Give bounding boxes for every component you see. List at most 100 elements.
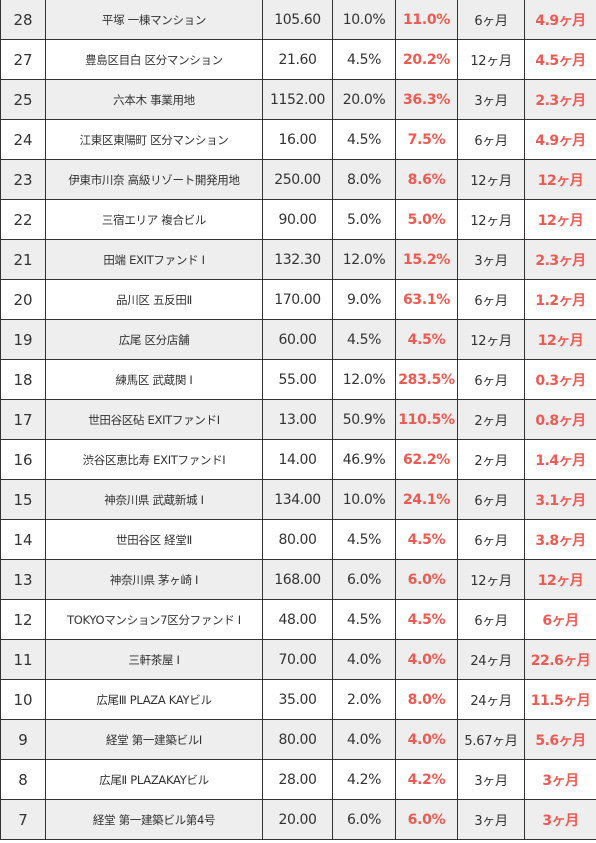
actual-term-cell: 12ヶ月 bbox=[524, 319, 596, 360]
fund-name-cell: 経堂 第一建築ビルⅠ bbox=[45, 719, 263, 760]
actual-yield-cell: 4.0% bbox=[395, 639, 458, 680]
fund-name-cell: 平塚 一棟マンション bbox=[45, 0, 263, 40]
fund-number-cell: 24 bbox=[0, 119, 46, 160]
planned-term-cell: 6ヶ月 bbox=[457, 519, 525, 560]
planned-yield-cell: 8.0% bbox=[332, 159, 396, 200]
planned-yield-cell: 10.0% bbox=[332, 0, 396, 40]
planned-yield-cell: 5.0% bbox=[332, 199, 396, 240]
planned-term-cell: 6ヶ月 bbox=[457, 279, 525, 320]
fund-amount-cell: 21.60 bbox=[262, 39, 333, 80]
fund-amount-cell: 1152.00 bbox=[262, 79, 333, 120]
actual-yield-cell: 4.5% bbox=[395, 319, 458, 360]
fund-amount-cell: 55.00 bbox=[262, 359, 333, 400]
table-row: 20 品川区 五反田Ⅱ 170.00 9.0% 63.1% 6ヶ月 1.2ヶ月 bbox=[0, 279, 596, 320]
table-row: 23 伊東市川奈 高級リゾート開発用地 250.00 8.0% 8.6% 12ヶ月 12ヶ月 bbox=[0, 159, 596, 200]
actual-yield-cell: 4.2% bbox=[395, 759, 458, 800]
actual-term-cell: 12ヶ月 bbox=[524, 559, 596, 600]
actual-term-cell: 5.6ヶ月 bbox=[524, 719, 596, 760]
fund-number-cell: 8 bbox=[0, 759, 46, 800]
fund-name-cell: 神奈川県 茅ヶ崎 Ⅰ bbox=[45, 559, 263, 600]
fund-amount-cell: 14.00 bbox=[262, 439, 333, 480]
fund-name-cell: 広尾Ⅱ PLAZAKAYビル bbox=[45, 759, 263, 800]
actual-yield-cell: 20.2% bbox=[395, 39, 458, 80]
fund-amount-cell: 13.00 bbox=[262, 399, 333, 440]
fund-amount-cell: 20.00 bbox=[262, 799, 333, 840]
fund-number-cell: 10 bbox=[0, 679, 46, 720]
table-row: 19 広尾 区分店舗 60.00 4.5% 4.5% 12ヶ月 12ヶ月 bbox=[0, 319, 596, 360]
table-row: 17 世田谷区砧 EXITファンドⅠ 13.00 50.9% 110.5% 2ヶ月 0.8ヶ… bbox=[0, 399, 596, 440]
fund-name-cell: 豊島区目白 区分マンション bbox=[45, 39, 263, 80]
actual-yield-cell: 8.6% bbox=[395, 159, 458, 200]
fund-name-cell: 三軒茶屋 Ⅰ bbox=[45, 639, 263, 680]
planned-yield-cell: 20.0% bbox=[332, 79, 396, 120]
actual-yield-cell: 7.5% bbox=[395, 119, 458, 160]
fund-name-cell: 三宿エリア 複合ビル bbox=[45, 199, 263, 240]
actual-yield-cell: 110.5% bbox=[395, 399, 458, 440]
fund-number-cell: 19 bbox=[0, 319, 46, 360]
actual-term-cell: 4.9ヶ月 bbox=[524, 119, 596, 160]
actual-yield-cell: 11.0% bbox=[395, 0, 458, 40]
planned-yield-cell: 4.5% bbox=[332, 39, 396, 80]
table-row: 12 TOKYOマンション7区分ファンド Ⅰ 48.00 4.5% 4.5% 6ヶ月 6ヶ月 bbox=[0, 599, 596, 640]
fund-number-cell: 14 bbox=[0, 519, 46, 560]
planned-term-cell: 3ヶ月 bbox=[457, 799, 525, 840]
fund-name-cell: TOKYOマンション7区分ファンド Ⅰ bbox=[45, 599, 263, 640]
planned-yield-cell: 4.0% bbox=[332, 639, 396, 680]
planned-yield-cell: 10.0% bbox=[332, 479, 396, 520]
actual-term-cell: 12ヶ月 bbox=[524, 199, 596, 240]
planned-term-cell: 12ヶ月 bbox=[457, 559, 525, 600]
fund-number-cell: 27 bbox=[0, 39, 46, 80]
table-row: 24 江東区東陽町 区分マンション 16.00 4.5% 7.5% 6ヶ月 4.9ヶ月 bbox=[0, 119, 596, 160]
actual-yield-cell: 283.5% bbox=[395, 359, 458, 400]
planned-term-cell: 3ヶ月 bbox=[457, 79, 525, 120]
planned-term-cell: 2ヶ月 bbox=[457, 399, 525, 440]
table-row: 25 六本木 事業用地 1152.00 20.0% 36.3% 3ヶ月 2.3ヶ月 bbox=[0, 79, 596, 120]
actual-yield-cell: 15.2% bbox=[395, 239, 458, 280]
fund-number-cell: 7 bbox=[0, 799, 46, 840]
actual-yield-cell: 6.0% bbox=[395, 559, 458, 600]
planned-yield-cell: 6.0% bbox=[332, 559, 396, 600]
table-row: 10 広尾Ⅲ PLAZA KAYビル 35.00 2.0% 8.0% 24ヶ月 11.5ヶ月 bbox=[0, 679, 596, 720]
planned-yield-cell: 2.0% bbox=[332, 679, 396, 720]
actual-yield-cell: 63.1% bbox=[395, 279, 458, 320]
fund-number-cell: 21 bbox=[0, 239, 46, 280]
planned-yield-cell: 46.9% bbox=[332, 439, 396, 480]
fund-number-cell: 16 bbox=[0, 439, 46, 480]
actual-yield-cell: 6.0% bbox=[395, 799, 458, 840]
planned-yield-cell: 4.5% bbox=[332, 319, 396, 360]
actual-term-cell: 0.3ヶ月 bbox=[524, 359, 596, 400]
planned-yield-cell: 12.0% bbox=[332, 359, 396, 400]
table-row: 13 神奈川県 茅ヶ崎 Ⅰ 168.00 6.0% 6.0% 12ヶ月 12ヶ月 bbox=[0, 559, 596, 600]
fund-amount-cell: 35.00 bbox=[262, 679, 333, 720]
fund-name-cell: 渋谷区恵比寿 EXITファンドⅠ bbox=[45, 439, 263, 480]
actual-term-cell: 2.3ヶ月 bbox=[524, 239, 596, 280]
table-row: 9 経堂 第一建築ビルⅠ 80.00 4.0% 4.0% 5.67ヶ月 5.6ヶ月 bbox=[0, 719, 596, 760]
actual-yield-cell: 8.0% bbox=[395, 679, 458, 720]
planned-term-cell: 12ヶ月 bbox=[457, 199, 525, 240]
fund-amount-cell: 28.00 bbox=[262, 759, 333, 800]
planned-yield-cell: 4.5% bbox=[332, 119, 396, 160]
table-row: 7 経堂 第一建築ビル第4号 20.00 6.0% 6.0% 3ヶ月 3ヶ月 bbox=[0, 799, 596, 840]
planned-term-cell: 12ヶ月 bbox=[457, 159, 525, 200]
actual-term-cell: 6ヶ月 bbox=[524, 599, 596, 640]
fund-name-cell: 世田谷区砧 EXITファンドⅠ bbox=[45, 399, 263, 440]
fund-amount-cell: 134.00 bbox=[262, 479, 333, 520]
actual-term-cell: 3ヶ月 bbox=[524, 759, 596, 800]
table-row: 22 三宿エリア 複合ビル 90.00 5.0% 5.0% 12ヶ月 12ヶ月 bbox=[0, 199, 596, 240]
fund-number-cell: 15 bbox=[0, 479, 46, 520]
actual-term-cell: 1.2ヶ月 bbox=[524, 279, 596, 320]
fund-amount-cell: 60.00 bbox=[262, 319, 333, 360]
actual-term-cell: 1.4ヶ月 bbox=[524, 439, 596, 480]
table-row: 14 世田谷区 経堂Ⅱ 80.00 4.5% 4.5% 6ヶ月 3.8ヶ月 bbox=[0, 519, 596, 560]
planned-term-cell: 6ヶ月 bbox=[457, 0, 525, 40]
planned-yield-cell: 4.5% bbox=[332, 519, 396, 560]
planned-term-cell: 24ヶ月 bbox=[457, 679, 525, 720]
fund-name-cell: 広尾 区分店舗 bbox=[45, 319, 263, 360]
actual-yield-cell: 62.2% bbox=[395, 439, 458, 480]
planned-term-cell: 2ヶ月 bbox=[457, 439, 525, 480]
planned-yield-cell: 12.0% bbox=[332, 239, 396, 280]
fund-amount-cell: 16.00 bbox=[262, 119, 333, 160]
fund-name-cell: 品川区 五反田Ⅱ bbox=[45, 279, 263, 320]
actual-yield-cell: 36.3% bbox=[395, 79, 458, 120]
